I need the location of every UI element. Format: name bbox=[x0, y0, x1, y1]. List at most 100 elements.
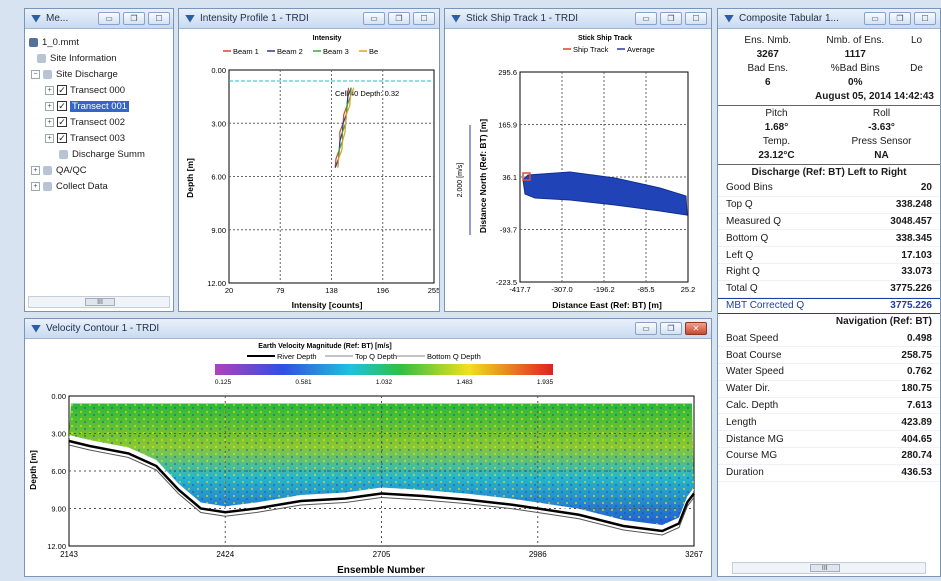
x-tick-label: -85.5 bbox=[637, 285, 654, 294]
navigation-value: 423.89 bbox=[901, 416, 932, 428]
expand-icon[interactable]: + bbox=[45, 117, 54, 127]
restore-button[interactable]: ❐ bbox=[388, 12, 410, 25]
minimize-button[interactable]: ▭ bbox=[864, 12, 886, 25]
expand-icon[interactable]: + bbox=[31, 165, 40, 175]
legend-beam-1: Beam 1 bbox=[233, 47, 259, 56]
expand-icon[interactable]: + bbox=[45, 133, 54, 143]
maximize-button[interactable]: ☐ bbox=[914, 12, 936, 25]
y-tick-label: 36.1 bbox=[502, 173, 517, 182]
tree-item-transect-000[interactable]: + ✓ Transect 000 bbox=[29, 82, 169, 98]
tabular-body: Ens. Nmb. Nmb. of Ens. Lo 3267 1117 Bad Ens… bbox=[718, 30, 940, 576]
intensity-titlebar[interactable]: Intensity Profile 1 - TRDI ▭ ❐ ☐ bbox=[179, 9, 439, 29]
tabular-window: Composite Tabular 1... ▭ ❐ ☐ Ens. Nmb. Nm… bbox=[717, 8, 941, 577]
info-icon bbox=[37, 53, 46, 63]
navigation-value: 0.498 bbox=[906, 332, 932, 344]
shiptrack-title: Stick Ship Track 1 - TRDI bbox=[466, 13, 579, 24]
window-menu-icon[interactable] bbox=[185, 14, 195, 23]
discharge-row: Left Q 17.103 bbox=[718, 247, 940, 264]
shiptrack-xlabel: Distance East (Ref: BT) [m] bbox=[552, 300, 662, 310]
tree-horizontal-scrollbar[interactable]: III bbox=[28, 296, 170, 308]
expand-icon[interactable]: + bbox=[31, 181, 40, 191]
minimize-button[interactable]: ▭ bbox=[98, 12, 120, 25]
y-tick-label: 3.00 bbox=[211, 119, 226, 128]
y-tick-label: -223.5 bbox=[496, 278, 517, 287]
navigation-row: Course MG 280.74 bbox=[718, 448, 940, 465]
discharge-value: 3775.226 bbox=[890, 283, 932, 295]
scroll-thumb[interactable]: III bbox=[85, 298, 115, 306]
tree-item-transect-001[interactable]: + ✓ Transect 001 bbox=[29, 98, 169, 114]
legend-top-q: Top Q Depth bbox=[355, 352, 397, 361]
qaqc-icon bbox=[43, 165, 52, 175]
discharge-value: 338.248 bbox=[895, 199, 932, 211]
intensity-legend: Beam 1 Beam 2 Beam 3 Be bbox=[223, 47, 378, 56]
discharge-row: Right Q 33.073 bbox=[718, 264, 940, 281]
expand-icon[interactable]: + bbox=[45, 85, 54, 95]
ensemble-header-row: Ens. Nmb. Nmb. of Ens. Lo bbox=[744, 34, 923, 46]
tree-item-discharge-summary[interactable]: Discharge Summ bbox=[29, 146, 169, 162]
shiptrack-titlebar[interactable]: Stick Ship Track 1 - TRDI ▭ ❐ ☐ bbox=[445, 9, 711, 29]
restore-button[interactable]: ❐ bbox=[123, 12, 145, 25]
window-menu-icon[interactable] bbox=[724, 14, 734, 23]
x-tick-label: 2424 bbox=[216, 550, 234, 559]
tree-item-transect-002[interactable]: + ✓ Transect 002 bbox=[29, 114, 169, 130]
transect-003-checkbox[interactable]: ✓ bbox=[57, 133, 67, 143]
colorbar-tick-label: 1.483 bbox=[456, 379, 473, 386]
close-button[interactable]: ✕ bbox=[685, 322, 707, 335]
temp-value-row: 23.12°C NA bbox=[758, 149, 889, 161]
maximize-button[interactable]: ☐ bbox=[148, 12, 170, 25]
colorbar-tick-label: 0.125 bbox=[215, 379, 232, 386]
y-tick-label: 6.00 bbox=[211, 173, 226, 182]
restore-button[interactable]: ❐ bbox=[660, 322, 682, 335]
legend-river-depth: River Depth bbox=[277, 352, 317, 361]
intensity-title: Intensity Profile 1 - TRDI bbox=[200, 13, 309, 24]
contour-chart[interactable]: Earth Velocity Magnitude (Ref: BT) [m/s]… bbox=[25, 340, 711, 577]
tree-item-site-information[interactable]: Site Information bbox=[29, 50, 169, 66]
minimize-button[interactable]: ▭ bbox=[635, 322, 657, 335]
maximize-button[interactable]: ☐ bbox=[413, 12, 435, 25]
date-time: August 05, 2014 14:42:43 bbox=[815, 90, 934, 102]
maximize-button[interactable]: ☐ bbox=[685, 12, 707, 25]
scroll-thumb[interactable]: III bbox=[809, 564, 840, 572]
tree-item-qaqc[interactable]: + QA/QC bbox=[29, 162, 169, 178]
tabular-horizontal-scrollbar[interactable]: III bbox=[732, 562, 926, 574]
navigation-label: Course MG bbox=[726, 450, 778, 462]
shiptrack-ticks: 295.6 165.9 36.1 -93.7 -223.5-417.7 -307.0 -19… bbox=[496, 68, 696, 294]
navigation-value: 7.613 bbox=[906, 399, 932, 411]
x-tick-label: 2705 bbox=[373, 550, 391, 559]
transect-001-checkbox[interactable]: ✓ bbox=[57, 101, 67, 111]
window-menu-icon[interactable] bbox=[451, 14, 461, 23]
contour-window: Velocity Contour 1 - TRDI ▭ ❐ ✕ bbox=[24, 318, 712, 577]
minimize-button[interactable]: ▭ bbox=[363, 12, 385, 25]
window-menu-icon[interactable] bbox=[31, 324, 41, 333]
navigation-row: Water Dir. 180.75 bbox=[718, 381, 940, 398]
transect-002-checkbox[interactable]: ✓ bbox=[57, 117, 67, 127]
navigation-value: 280.74 bbox=[901, 450, 932, 462]
collapse-icon[interactable]: − bbox=[31, 69, 40, 79]
transect-000-checkbox[interactable]: ✓ bbox=[57, 85, 67, 95]
navigation-header: Navigation (Ref: BT) bbox=[835, 316, 932, 328]
discharge-row: Measured Q 3048.457 bbox=[718, 214, 940, 231]
restore-button[interactable]: ❐ bbox=[889, 12, 911, 25]
tree-item-transect-003[interactable]: + ✓ Transect 003 bbox=[29, 130, 169, 146]
window-menu-icon[interactable] bbox=[31, 14, 41, 23]
tree-item-site-discharge[interactable]: − Site Discharge bbox=[29, 66, 169, 82]
discharge-row: Bottom Q 338.345 bbox=[718, 230, 940, 248]
restore-button[interactable]: ❐ bbox=[660, 12, 682, 25]
intensity-chart[interactable]: Intensity Beam 1 Beam 2 Beam 3 Be 0.00 3.… bbox=[179, 30, 439, 312]
contour-titlebar[interactable]: Velocity Contour 1 - TRDI ▭ ❐ ✕ bbox=[25, 319, 711, 339]
expand-icon[interactable]: + bbox=[45, 101, 54, 111]
site-tree-titlebar[interactable]: Me... ▭ ❐ ☐ bbox=[25, 9, 173, 29]
discharge-row: Total Q 3775.226 bbox=[718, 281, 940, 298]
navigation-value: 180.75 bbox=[901, 383, 932, 395]
navigation-row: Length 423.89 bbox=[718, 414, 940, 432]
x-tick-label: 2986 bbox=[529, 550, 547, 559]
tree-root[interactable]: 1_0.mmt bbox=[29, 34, 169, 50]
tabular-titlebar[interactable]: Composite Tabular 1... ▭ ❐ ☐ bbox=[718, 9, 940, 29]
discharge-table: Good Bins 20 Top Q 338.248 Measured Q 3048.45… bbox=[718, 180, 940, 298]
minimize-button[interactable]: ▭ bbox=[635, 12, 657, 25]
tree-item-collect-data[interactable]: + Collect Data bbox=[29, 178, 169, 194]
intensity-chart-title: Intensity bbox=[313, 35, 342, 42]
shiptrack-chart[interactable]: Stick Ship Track Ship Track Average 295.… bbox=[445, 30, 711, 312]
